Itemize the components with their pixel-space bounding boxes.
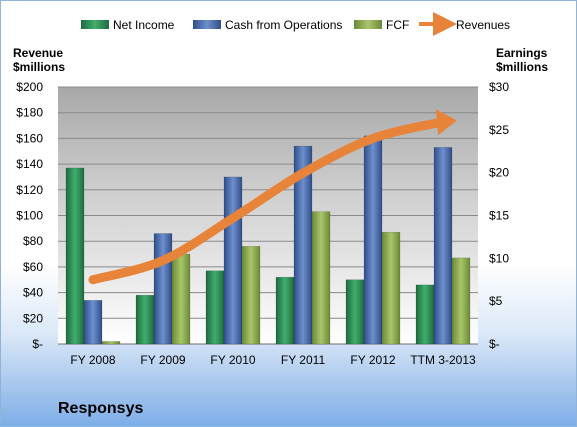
left-tick-label: $160 — [16, 131, 43, 145]
category-label: FY 2011 — [281, 353, 326, 367]
category-label: FY 2008 — [70, 353, 115, 367]
left-tick-label: $200 — [16, 80, 43, 94]
left-axis-ticks: $- $20 $40 $60 $80 $100 $120 $140 $160 $180 $200 — [16, 80, 43, 351]
legend-swatch-net-income — [81, 20, 109, 29]
bar-cash-from-operations — [223, 176, 243, 345]
revenue-arrowhead — [435, 109, 457, 136]
bar-net-income — [275, 276, 295, 345]
bar-net-income — [65, 167, 85, 345]
legend: Net Income Cash from Operations FCF Reve… — [81, 12, 510, 36]
category-label: FY 2012 — [350, 353, 395, 367]
left-tick-label: $180 — [16, 106, 43, 120]
right-tick-label: $25 — [489, 123, 509, 137]
bar-fcf — [241, 246, 261, 345]
bar-cash-from-operations — [363, 135, 383, 345]
left-tick-label: $80 — [23, 234, 43, 248]
bar-fcf — [171, 253, 191, 345]
right-tick-label: $- — [489, 337, 500, 351]
category-label: TTM 3-2013 — [410, 353, 476, 367]
bar-fcf — [451, 257, 471, 345]
category-labels: FY 2008 FY 2009 FY 2010 FY 2011 FY 2012 TTM 3… — [70, 353, 476, 367]
bar-fcf — [101, 341, 121, 345]
bar-cash-from-operations — [433, 147, 453, 345]
legend-swatch-cash-from-operations — [193, 20, 221, 29]
legend-label-cash-from-operations: Cash from Operations — [225, 18, 342, 32]
right-axis-title-line1: Earnings — [496, 46, 548, 60]
left-tick-label: $60 — [23, 260, 43, 274]
bar-fcf — [381, 231, 401, 345]
bar-cash-from-operations — [153, 233, 173, 345]
revenue-line-layer — [88, 109, 457, 285]
bar-cash-from-operations — [83, 300, 103, 345]
bar-net-income — [415, 284, 435, 345]
left-tick-label: $20 — [23, 311, 43, 325]
legend-label-net-income: Net Income — [113, 18, 175, 32]
left-tick-label: $40 — [23, 286, 43, 300]
left-tick-label: $100 — [16, 209, 43, 223]
revenue-line — [88, 117, 448, 285]
company-title: Responsys — [58, 400, 143, 417]
right-axis-ticks: $- $5 $10 $15 $20 $25 $30 — [489, 80, 509, 351]
legend-label-fcf: FCF — [386, 18, 409, 32]
legend-label-revenues: Revenues — [456, 18, 510, 32]
left-axis-title-line1: Revenue — [13, 46, 63, 60]
right-tick-label: $30 — [489, 80, 509, 94]
category-label: FY 2010 — [210, 353, 255, 367]
legend-swatch-fcf — [354, 20, 382, 29]
gridlines — [58, 86, 478, 345]
left-axis-title-line2: $millions — [13, 60, 65, 74]
right-tick-label: $15 — [489, 209, 509, 223]
right-axis-title-line2: $millions — [496, 60, 548, 74]
left-tick-label: $140 — [16, 157, 43, 171]
right-tick-label: $10 — [489, 251, 509, 265]
left-tick-label: $120 — [16, 183, 43, 197]
right-tick-label: $5 — [489, 294, 503, 308]
bar-net-income — [135, 294, 155, 345]
right-tick-label: $20 — [489, 166, 509, 180]
bar-fcf — [311, 211, 331, 345]
left-tick-label: $- — [32, 337, 43, 351]
bar-net-income — [205, 270, 225, 345]
bar-net-income — [345, 279, 365, 345]
bars — [65, 135, 471, 345]
category-label: FY 2009 — [140, 353, 185, 367]
